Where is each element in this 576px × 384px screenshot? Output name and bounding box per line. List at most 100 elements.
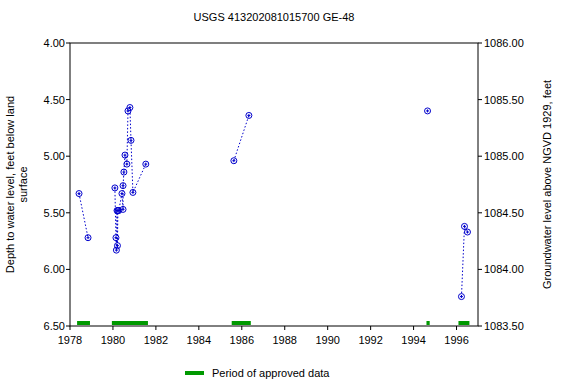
y-axis-label: surface bbox=[17, 166, 29, 202]
marker-circle bbox=[121, 169, 127, 175]
approved-period bbox=[426, 321, 429, 325]
y2-tick bbox=[478, 212, 482, 213]
legend-label: Period of approved data bbox=[212, 367, 330, 379]
x-tick bbox=[284, 326, 285, 330]
y-tick bbox=[66, 212, 70, 213]
marker-cross bbox=[129, 139, 132, 142]
marker-circle bbox=[128, 137, 134, 143]
x-tick bbox=[198, 326, 199, 330]
y2-tick bbox=[478, 99, 482, 100]
y-tick-label: 4.50 bbox=[44, 94, 65, 106]
y2-tick bbox=[478, 269, 482, 270]
legend: Period of approved data bbox=[185, 367, 330, 379]
data-point bbox=[121, 169, 127, 175]
y-tick-label: 4.00 bbox=[44, 37, 65, 49]
data-point bbox=[464, 229, 470, 235]
data-point bbox=[113, 235, 119, 241]
marker-circle bbox=[122, 152, 128, 158]
marker-circle bbox=[85, 235, 91, 241]
approved-period bbox=[458, 321, 469, 325]
marker-circle bbox=[120, 206, 126, 212]
marker-circle bbox=[231, 158, 237, 164]
x-tick-label: 1986 bbox=[230, 334, 254, 346]
data-point bbox=[130, 189, 136, 195]
data-point bbox=[231, 158, 237, 164]
x-tick-label: 1982 bbox=[144, 334, 168, 346]
marker-circle bbox=[127, 105, 133, 111]
approved-period bbox=[232, 321, 251, 325]
x-tick-label: 1984 bbox=[187, 334, 211, 346]
marker-cross bbox=[116, 244, 119, 247]
x-tick-label: 1996 bbox=[444, 334, 468, 346]
marker-circle bbox=[130, 189, 136, 195]
x-tick-label: 1990 bbox=[315, 334, 339, 346]
marker-cross bbox=[232, 159, 235, 162]
marker-circle bbox=[114, 243, 120, 249]
data-point bbox=[85, 235, 91, 241]
marker-cross bbox=[247, 114, 250, 117]
x-tick-label: 1994 bbox=[401, 334, 425, 346]
marker-circle bbox=[112, 185, 118, 191]
y2-tick-label: 1085.50 bbox=[484, 94, 524, 106]
y-tick bbox=[66, 156, 70, 157]
marker-circle bbox=[124, 161, 130, 167]
title: USGS 413202081015700 GE-48 bbox=[194, 11, 355, 23]
y-tick bbox=[66, 269, 70, 270]
marker-cross bbox=[122, 208, 125, 211]
marker-circle bbox=[76, 191, 82, 197]
data-point bbox=[127, 105, 133, 111]
y-tick bbox=[66, 326, 70, 327]
marker-cross bbox=[131, 191, 134, 194]
marker-cross bbox=[466, 231, 469, 234]
series-line bbox=[79, 108, 467, 297]
data-point bbox=[124, 161, 130, 167]
data-point bbox=[120, 206, 126, 212]
data-point bbox=[128, 137, 134, 143]
marker-cross bbox=[87, 236, 90, 239]
approved-period bbox=[112, 321, 148, 325]
marker-cross bbox=[78, 192, 81, 195]
marker-circle bbox=[458, 294, 464, 300]
y2-tick-label: 1084.00 bbox=[484, 263, 524, 275]
marker-cross bbox=[116, 209, 119, 212]
chart: USGS 413202081015700 GE-48 1978 1980 1982 19… bbox=[0, 0, 576, 384]
data-point bbox=[114, 243, 120, 249]
marker-circle bbox=[461, 223, 467, 229]
marker-cross bbox=[122, 171, 125, 174]
y-axis-label: Depth to water level, feet below land bbox=[4, 96, 16, 273]
x-tick bbox=[456, 326, 457, 330]
marker-circle bbox=[116, 208, 122, 214]
data-point bbox=[122, 152, 128, 158]
y2-tick-label: 1084.50 bbox=[484, 207, 524, 219]
y-tick-label: 5.50 bbox=[44, 207, 65, 219]
y2-tick bbox=[478, 43, 482, 44]
legend-swatch bbox=[185, 371, 204, 375]
x-tick bbox=[112, 326, 113, 330]
marker-circle bbox=[113, 235, 119, 241]
marker-circle bbox=[143, 161, 149, 167]
y-tick-label: 5.00 bbox=[44, 150, 65, 162]
marker-circle bbox=[425, 108, 431, 114]
x-tick bbox=[241, 326, 242, 330]
x-tick-label: 1992 bbox=[358, 334, 382, 346]
data-point bbox=[76, 191, 82, 197]
marker-circle bbox=[120, 183, 126, 189]
marker-cross bbox=[123, 154, 126, 157]
data-point bbox=[425, 108, 431, 114]
y2-tick-label: 1083.50 bbox=[484, 320, 524, 332]
data-point bbox=[246, 112, 252, 118]
y-tick-label: 6.00 bbox=[44, 263, 65, 275]
y-tick bbox=[66, 99, 70, 100]
data-point bbox=[143, 161, 149, 167]
marker-cross bbox=[426, 109, 429, 112]
marker-cross bbox=[113, 186, 116, 189]
y2-axis-label: Groundwater level above NGVD 1929, feet bbox=[541, 80, 553, 289]
x-tick-label: 1978 bbox=[58, 334, 82, 346]
data-point bbox=[461, 223, 467, 229]
y2-tick bbox=[478, 326, 482, 327]
marker-cross bbox=[114, 236, 117, 239]
x-tick bbox=[413, 326, 414, 330]
x-tick-label: 1980 bbox=[101, 334, 125, 346]
data-point bbox=[119, 191, 125, 197]
marker-cross bbox=[125, 163, 128, 166]
